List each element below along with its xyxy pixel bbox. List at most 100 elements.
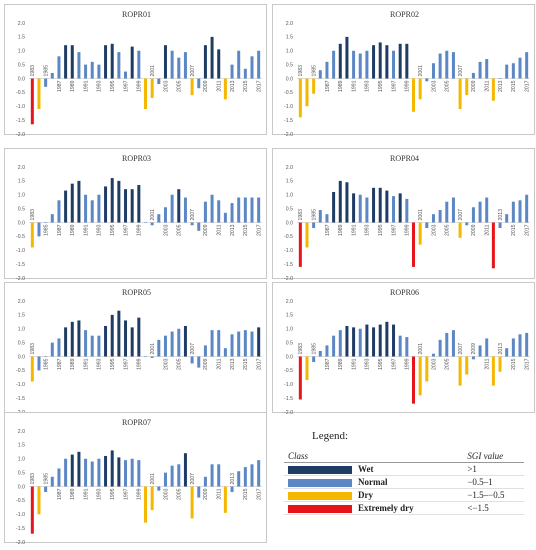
chart-panel-ropr03: ROPR03 2.0 1.5 1.0 0.5 0.0 -0.5 -1.0 -1.5 -2.0 198…	[4, 148, 267, 280]
bar-2006	[451, 330, 455, 357]
x-tick-label: 2009	[203, 224, 209, 236]
bar-2016	[250, 56, 254, 79]
bar-1993	[97, 458, 101, 487]
bar-1998	[130, 327, 134, 357]
x-tick-label: 2011	[485, 224, 491, 235]
bar-2007	[458, 78, 462, 110]
bar-1995	[110, 43, 114, 79]
bar-2017	[525, 194, 529, 223]
bar-2005	[445, 201, 449, 223]
bar-2004	[438, 53, 442, 79]
y-tick-label: -0.5	[16, 368, 25, 374]
x-tick-label: 1987	[57, 358, 63, 370]
bar-1998	[130, 189, 134, 223]
bar-1995	[378, 324, 382, 357]
bar-2007	[190, 222, 194, 226]
bar-1986	[318, 350, 322, 357]
y-tick-label: -1.5	[284, 262, 293, 268]
x-tick-label: 1987	[325, 224, 331, 236]
bar-2006	[451, 197, 455, 223]
bar-1984	[37, 356, 41, 371]
x-tick-label: 1985	[311, 343, 317, 355]
y-tick-label: -1.5	[16, 118, 25, 124]
bar-1985	[44, 356, 48, 357]
bar-1990	[345, 325, 349, 357]
bar-2009	[203, 201, 207, 223]
bar-1984	[305, 78, 309, 107]
y-tick-label: -2.0	[16, 132, 25, 136]
bar-2006	[451, 52, 455, 79]
bar-2007	[190, 486, 194, 519]
y-tick-label: -0.5	[16, 498, 25, 504]
bar-1988	[332, 335, 336, 357]
bar-1986	[50, 214, 54, 223]
bar-2003	[431, 214, 435, 223]
x-tick-label: 1989	[338, 80, 344, 92]
bar-2008	[197, 486, 201, 498]
chart-svg: ROPR05 2.0 1.5 1.0 0.5 0.0 -0.5 -1.0 -1.5 -2.0 198…	[16, 288, 262, 414]
bar-1989	[70, 454, 74, 487]
legend-class-name: Normal	[358, 477, 388, 487]
chart-panel-ropr05: ROPR05 2.0 1.5 1.0 0.5 0.0 -0.5 -1.0 -1.5 -2.0 198…	[4, 282, 267, 414]
x-tick-label: 2011	[217, 358, 223, 369]
bar-2005	[177, 189, 181, 223]
y-tick-label: -2.0	[16, 410, 25, 414]
bar-1990	[77, 451, 81, 487]
bar-1985	[44, 222, 48, 223]
bar-2011	[217, 330, 221, 357]
bar-1994	[104, 455, 108, 487]
bar-1992	[90, 61, 94, 79]
bar-1992	[358, 328, 362, 357]
x-tick-label: 2001	[150, 343, 156, 355]
bar-2012	[223, 348, 227, 357]
bar-2012	[491, 78, 495, 101]
x-tick-label: 2009	[203, 358, 209, 370]
bar-2013	[230, 486, 234, 493]
x-tick-label: 2007	[190, 65, 196, 77]
y-tick-label: 0.5	[286, 62, 293, 68]
bar-2009	[471, 356, 475, 360]
x-tick-label: 1991	[83, 224, 89, 236]
y-tick-label: -0.5	[16, 234, 25, 240]
y-tick-label: -0.5	[16, 90, 25, 96]
bar-2010	[478, 61, 482, 79]
bar-2009	[203, 45, 207, 79]
bar-1983	[30, 356, 34, 382]
bar-1988	[332, 50, 336, 79]
legend-row-extremely-dry: Extremely dry <−1.5	[284, 501, 524, 515]
bar-1994	[372, 327, 376, 357]
bar-2000	[144, 78, 147, 110]
legend-swatch-extremely-dry	[288, 504, 352, 513]
y-tick-label: 1.0	[286, 49, 293, 55]
y-tick-label: -1.0	[16, 382, 25, 388]
x-tick-label: 1991	[351, 224, 357, 236]
bar-2003	[163, 472, 167, 487]
chart-svg: ROPR06 2.0 1.5 1.0 0.5 0.0 -0.5 -1.0 -1.5 -2.0 198…	[284, 288, 530, 414]
bar-1987	[325, 61, 329, 79]
bar-1997	[392, 196, 396, 223]
bar-1989	[70, 321, 74, 357]
bar-2008	[197, 222, 201, 231]
x-tick-label: 1985	[311, 65, 317, 77]
bar-1984	[305, 222, 309, 248]
bar-1987	[325, 214, 329, 223]
x-tick-label: 2011	[217, 488, 223, 499]
bar-2001	[418, 356, 422, 396]
bar-1996	[117, 52, 121, 79]
bar-1993	[97, 194, 101, 223]
x-tick-label: 2017	[256, 358, 262, 370]
chart-panel-ropr04: ROPR04 2.0 1.5 1.0 0.5 0.0 -0.5 -1.0 -1.5 -2.0 198…	[272, 148, 535, 280]
legend-range: −0.5–1	[463, 475, 524, 489]
bar-2016	[518, 334, 522, 357]
bar-1993	[97, 64, 101, 79]
y-tick-label: 1.0	[18, 193, 25, 199]
bar-2008	[465, 78, 469, 96]
bar-2017	[257, 460, 261, 487]
bar-1983	[30, 486, 34, 534]
bar-2008	[197, 78, 201, 89]
x-tick-label: 1993	[365, 80, 371, 92]
y-tick-label: -2.0	[16, 276, 25, 280]
x-tick-label: 2011	[485, 80, 491, 91]
bar-2017	[257, 50, 261, 79]
bar-1984	[37, 486, 41, 515]
